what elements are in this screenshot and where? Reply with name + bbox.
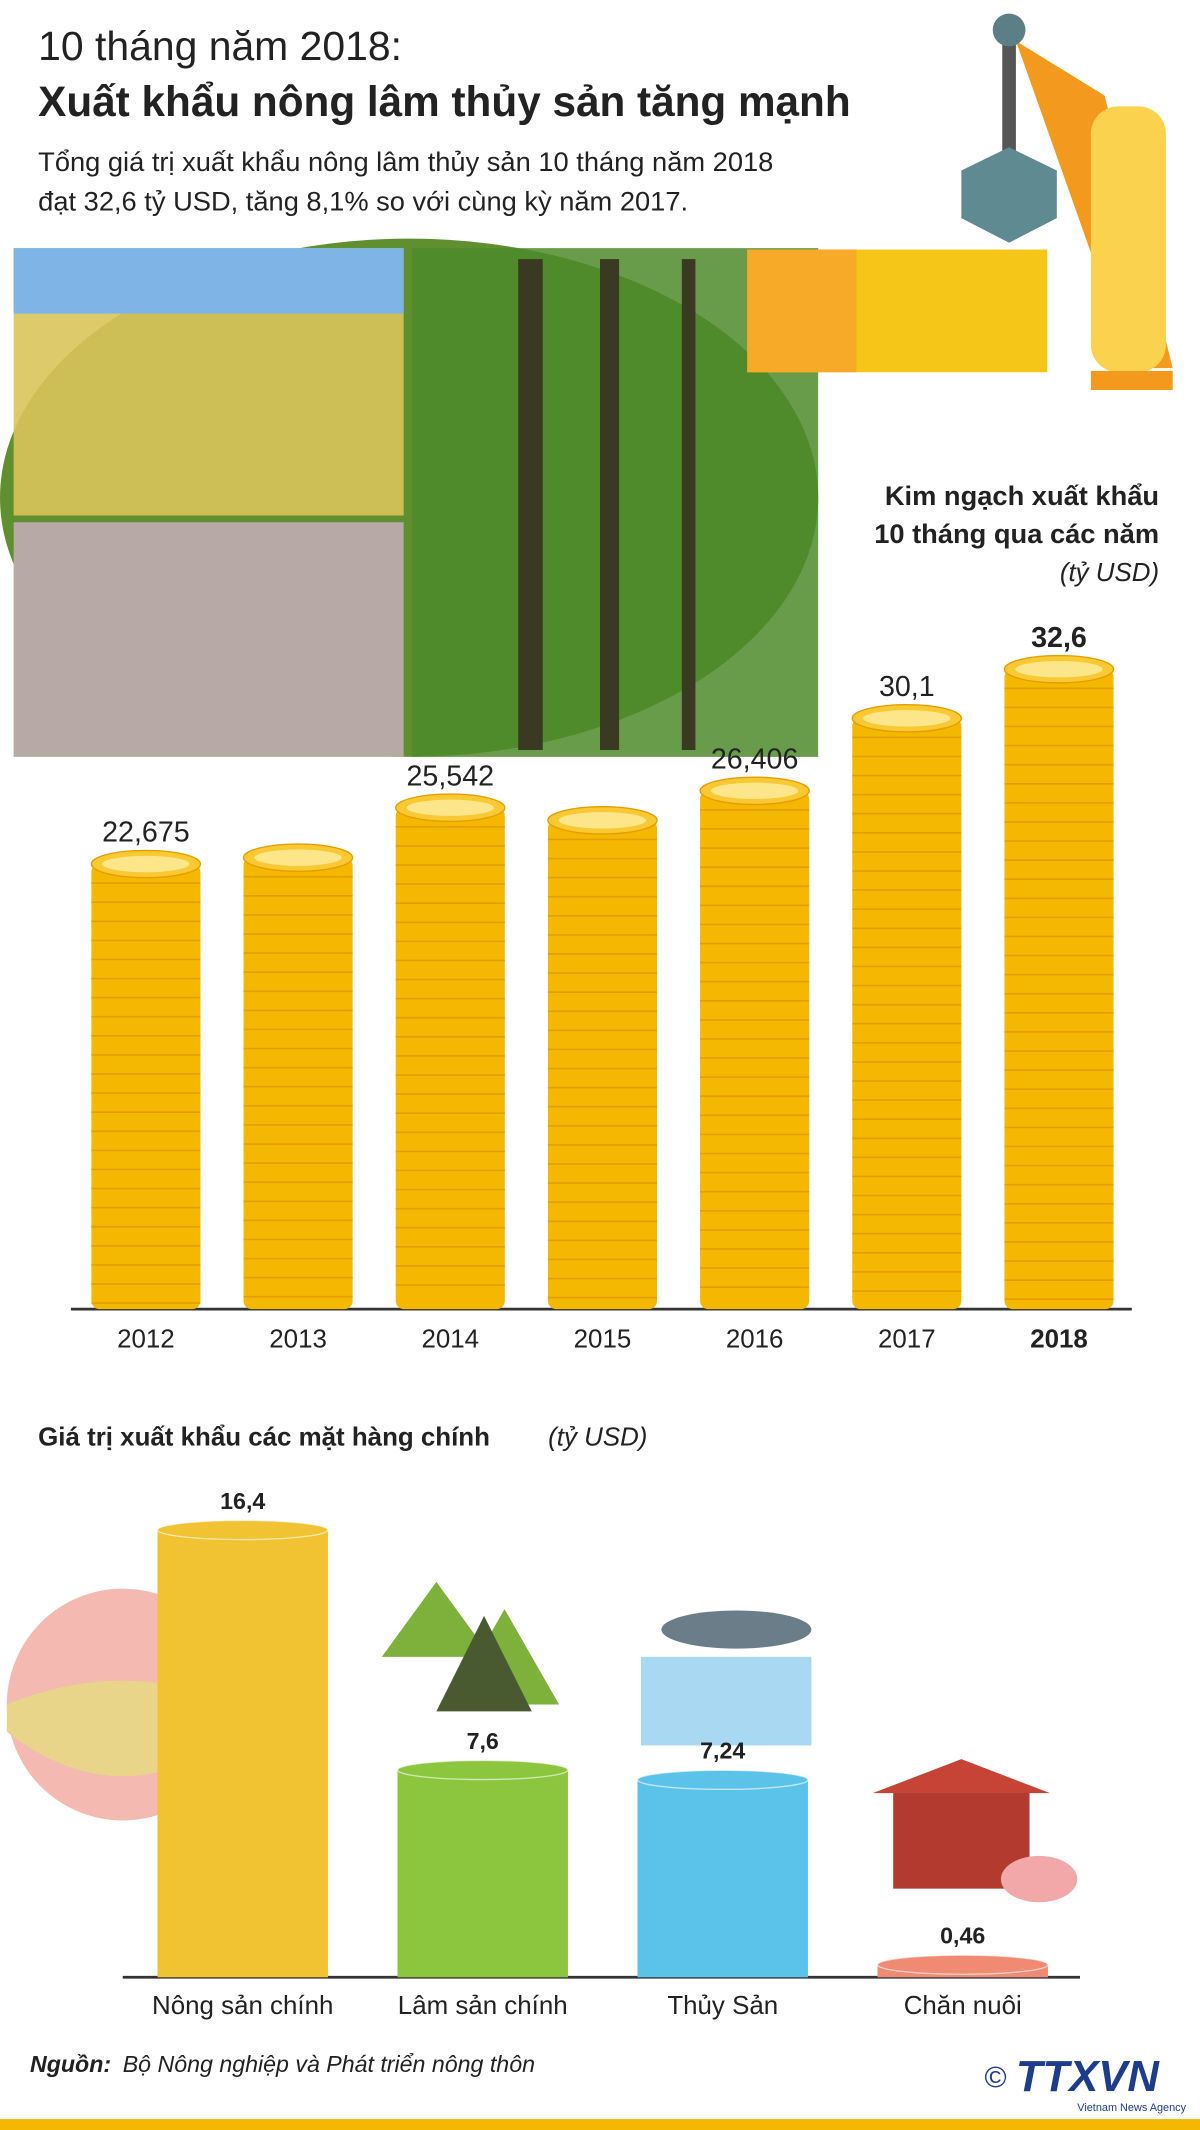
x-tick-label: 2012: [117, 1325, 175, 1353]
copyright: ©: [985, 2061, 1007, 2094]
bottom-bar: [0, 2119, 1200, 2130]
subtitle-line: Tổng giá trị xuất khẩu nông lâm thủy sản…: [38, 146, 773, 177]
cylinder: [157, 1530, 328, 1978]
coin-stack: [395, 807, 505, 1310]
x-tick-label: Chăn nuôi: [904, 1992, 1022, 2020]
coin-stack: [700, 790, 810, 1310]
x-tick-label: 2018: [1030, 1325, 1088, 1353]
x-tick-label: 2015: [574, 1325, 632, 1353]
source: Bộ Nông nghiệp và Phát triển nông thôn: [123, 2051, 535, 2077]
coin-stack: [243, 857, 353, 1310]
x-tick-label: Nông sản chính: [152, 1992, 333, 2020]
cylinder-top: [636, 1769, 809, 1791]
value-label: 26,406: [711, 743, 799, 775]
x-tick-label: Lâm sản chính: [398, 1992, 568, 2020]
x-tick-label: Thủy Sản: [667, 1992, 778, 2020]
value-label: 32,6: [1031, 622, 1087, 654]
cylinder-top: [876, 1954, 1049, 1975]
subtitle-line: đạt 32,6 tỷ USD, tăng 8,1% so với cùng k…: [38, 185, 688, 216]
cylinder: [397, 1770, 568, 1978]
chart-title: 10 tháng qua các năm: [874, 518, 1159, 549]
coin-stack: [1004, 669, 1114, 1310]
chart-title: Kim ngạch xuất khẩu: [885, 480, 1159, 511]
coin-face: [254, 849, 342, 866]
kicker: 10 tháng năm 2018:: [38, 23, 402, 69]
coin-stack: [91, 864, 201, 1310]
value-label: 16,4: [220, 1488, 265, 1514]
photo-collage: [0, 238, 819, 757]
value-label: 0,46: [940, 1923, 985, 1949]
cylinder-top: [396, 1759, 569, 1781]
logo: TTXVN: [1016, 2053, 1160, 2101]
x-tick-label: 2014: [421, 1325, 479, 1353]
unit: (tỷ USD): [548, 1423, 647, 1451]
unit: (tỷ USD): [1060, 559, 1159, 587]
value-label: 25,542: [406, 760, 494, 792]
x-tick-label: 2013: [269, 1325, 327, 1353]
coin-face: [863, 710, 951, 727]
coin-face: [406, 799, 494, 816]
coin-face: [558, 812, 647, 829]
chart-title: Giá trị xuất khẩu các mặt hàng chính: [38, 1423, 490, 1451]
value-label: 30,1: [879, 671, 935, 703]
source-label: Nguồn:: [30, 2051, 111, 2077]
coin-face: [711, 782, 799, 799]
cylinder: [637, 1779, 808, 1978]
crane-illustration: [747, 13, 1173, 390]
value-label: 22,675: [102, 817, 190, 849]
coin-face: [102, 855, 190, 873]
value-label: 7,6: [467, 1728, 499, 1754]
cylinder-top: [156, 1519, 329, 1541]
coin-stack: [547, 820, 657, 1310]
x-tick-label: 2017: [878, 1325, 936, 1353]
title: Xuất khẩu nông lâm thủy sản tăng mạnh: [38, 78, 851, 125]
coin-stack: [852, 718, 962, 1310]
value-label: 7,24: [700, 1738, 745, 1764]
x-tick-label: 2016: [726, 1325, 784, 1353]
coin-face: [1015, 661, 1103, 678]
logo-sub: Vietnam News Agency: [1077, 2102, 1186, 2114]
